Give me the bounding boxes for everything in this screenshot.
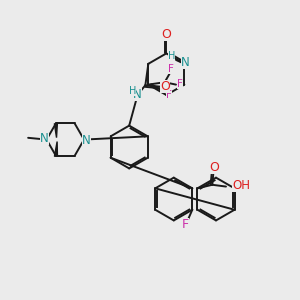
Text: O: O xyxy=(160,80,170,93)
Text: F: F xyxy=(182,218,189,231)
Text: OH: OH xyxy=(232,179,250,193)
Polygon shape xyxy=(54,142,57,156)
Text: O: O xyxy=(161,28,171,41)
Text: N: N xyxy=(181,56,189,69)
Text: N: N xyxy=(133,88,142,101)
Text: F: F xyxy=(168,64,174,74)
Text: H: H xyxy=(129,86,136,96)
Text: H: H xyxy=(168,51,175,61)
Text: O: O xyxy=(209,161,219,174)
Text: F: F xyxy=(178,79,183,89)
Text: F: F xyxy=(167,90,172,100)
Text: N: N xyxy=(82,134,91,147)
Polygon shape xyxy=(54,123,57,138)
Text: N: N xyxy=(40,132,49,145)
